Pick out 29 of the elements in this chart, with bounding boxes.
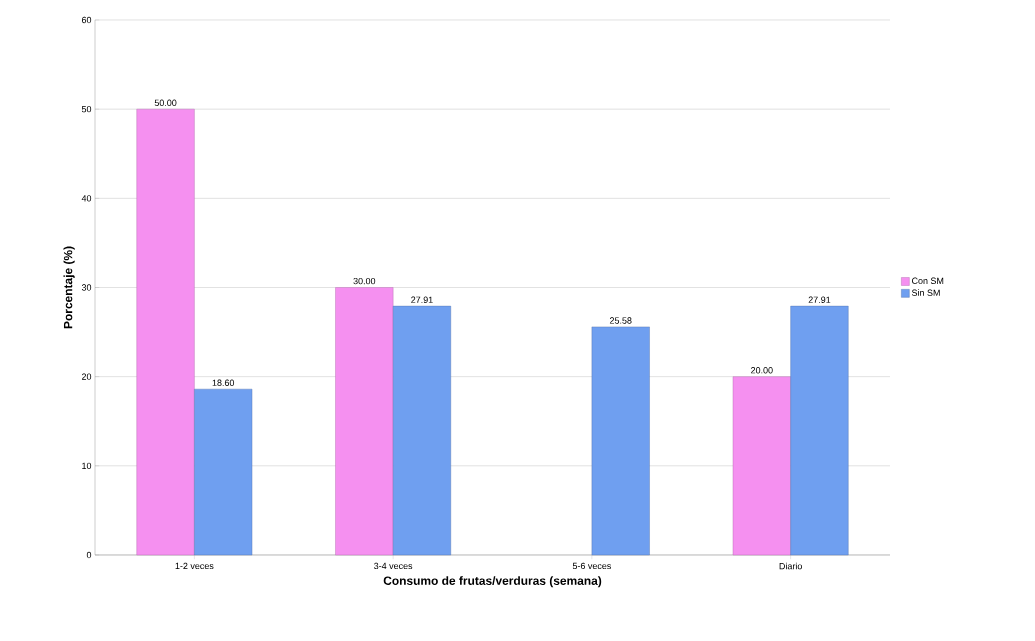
data-label: 50.00 xyxy=(154,99,177,106)
data-label: 18.60 xyxy=(212,379,235,386)
y-tick-label: 0 xyxy=(86,551,92,559)
bar xyxy=(335,287,394,556)
data-label: 20.00 xyxy=(751,367,773,374)
bar xyxy=(732,376,791,556)
y-axis-title: Porcentaje (%) xyxy=(63,246,75,329)
data-label: 27.91 xyxy=(411,296,433,303)
y-tick-label: 50 xyxy=(81,105,92,113)
legend-label: Con SM xyxy=(911,277,944,284)
data-label: 27.91 xyxy=(808,296,831,303)
bar xyxy=(591,326,650,556)
y-tick-label: 10 xyxy=(82,462,92,469)
x-tick-label: 5-6 veces xyxy=(572,562,611,570)
x-axis-title: Consumo de frutas/verduras (semana) xyxy=(383,576,602,588)
bar xyxy=(790,305,849,556)
x-tick-label: 3-4 veces xyxy=(374,562,413,570)
bar xyxy=(392,305,451,556)
bar xyxy=(194,388,253,556)
x-tick-label: Diario xyxy=(779,562,802,570)
y-tick-label: 20 xyxy=(81,373,92,380)
data-label: 25.58 xyxy=(609,317,632,324)
y-tick-label: 40 xyxy=(81,195,92,202)
y-tick-label: 30 xyxy=(81,284,92,291)
y-tick-label: 60 xyxy=(81,16,92,24)
bar xyxy=(136,108,195,556)
x-tick-label: 1-2 veces xyxy=(175,562,214,570)
data-label: 30.00 xyxy=(353,277,376,285)
legend-label: Sin SM xyxy=(911,289,940,296)
